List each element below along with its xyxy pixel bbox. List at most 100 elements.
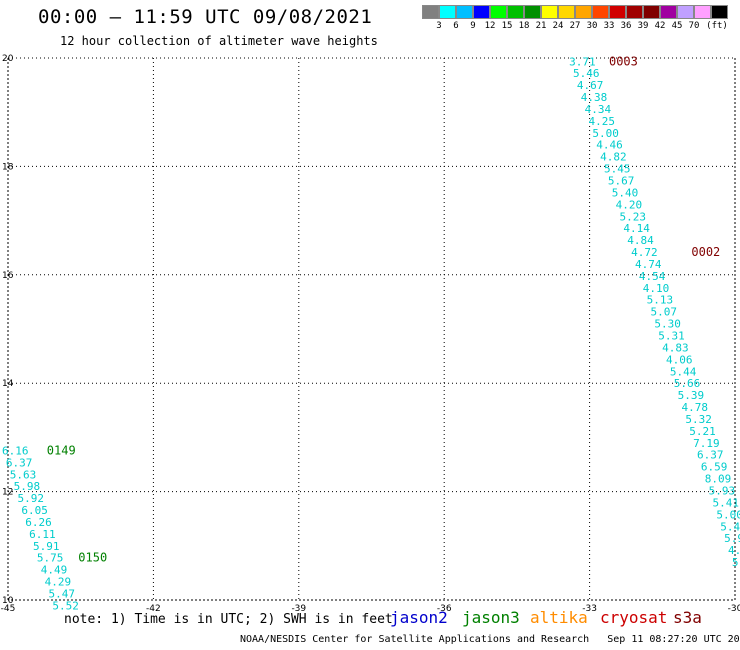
scale-label: 9	[470, 21, 476, 31]
wave-height-label: 5.63	[10, 468, 37, 481]
wave-height-label: 5.21	[689, 425, 716, 438]
scale-swatch	[541, 5, 558, 19]
scale-label: 3	[436, 21, 442, 31]
wave-height-label: 5.66	[674, 377, 701, 390]
scale-label: 24	[552, 21, 564, 31]
scale-swatch	[507, 5, 524, 19]
wave-height-label: 6.37	[697, 449, 724, 462]
scale-swatch	[558, 5, 575, 19]
wave-height-label: 4.14	[623, 222, 650, 235]
scale-label: 18	[518, 21, 530, 31]
wave-height-label: 5.23	[619, 210, 646, 223]
wave-height-label: 4.74	[635, 258, 662, 271]
legend-item-jason2: jason2	[390, 608, 448, 627]
y-tick-label: 12	[2, 488, 13, 498]
wave-height-label: 7.19	[693, 437, 720, 450]
scale-swatch	[439, 5, 456, 19]
wave-height-label: 4.84	[627, 234, 654, 247]
wave-height-label: 5.00	[592, 127, 619, 140]
wave-height-label: 5.52	[52, 599, 79, 612]
scale-swatch	[694, 5, 711, 19]
track-time-label: 0003	[609, 54, 638, 68]
wave-height-label: 4.72	[631, 246, 658, 259]
scale-label: 21	[535, 21, 547, 31]
wave-height-label: 5.07	[651, 306, 678, 319]
scale-swatch	[473, 5, 490, 19]
scale-label: 45	[671, 21, 683, 31]
wave-height-label: 5.93	[709, 485, 736, 498]
track-time-label: 0002	[691, 245, 720, 259]
wave-height-label: 5.45	[604, 163, 631, 176]
x-tick-label: -33	[582, 604, 597, 614]
scale-label: 6	[453, 21, 459, 31]
wave-height-label: 6.11	[29, 528, 56, 541]
scale-swatch	[626, 5, 643, 19]
wave-height-label: 5.46	[573, 67, 600, 80]
y-tick-label: 10	[2, 596, 14, 606]
scale-label: 12	[484, 21, 496, 31]
legend-item-s3a: s3a	[673, 608, 702, 627]
x-tick-label: -42	[146, 604, 161, 614]
wave-height-label: 6.37	[6, 456, 33, 469]
wave-height-label: 4.34	[585, 103, 612, 116]
wave-height-label: 6.59	[701, 461, 728, 474]
track-time-label: 0150	[78, 551, 107, 565]
y-tick-label: 14	[2, 379, 14, 389]
wave-height-label: 5.44	[670, 365, 697, 378]
wave-height-label: 5.30	[654, 318, 681, 331]
wave-height-label: 5.41	[720, 520, 740, 533]
wave-height-label: 5.95	[724, 532, 740, 545]
wave-height-label: 5.75	[37, 552, 64, 565]
wave-height-label: 5.38	[732, 556, 740, 569]
color-scale-bar	[422, 5, 728, 19]
wave-height-label: 8.09	[705, 473, 732, 486]
wave-height-label: 4.83	[662, 341, 689, 354]
scale-swatch	[592, 5, 609, 19]
track-time-label: 0149	[47, 443, 76, 457]
wave-height-label: 4.10	[643, 282, 670, 295]
wave-height-label: 5.13	[647, 294, 674, 307]
x-tick-label: -36	[437, 604, 452, 614]
wave-height-label: 5.98	[14, 480, 41, 493]
color-scale-labels: 3 6 9 12 15 18 21 24 27 30 33 36 39 42 45 70 (ft)	[422, 21, 732, 33]
wave-height-label: 5.39	[678, 389, 705, 402]
wave-height-label: 4.54	[639, 270, 666, 283]
scale-swatch	[711, 5, 728, 19]
scale-label: 27	[569, 21, 581, 31]
x-tick-label: -45	[1, 604, 16, 614]
scale-swatch	[660, 5, 677, 19]
legend-item-jason3: jason3	[462, 608, 520, 627]
scale-swatch	[609, 5, 626, 19]
wave-height-label: 5.92	[18, 492, 45, 505]
wave-height-label: 5.91	[33, 540, 60, 553]
scale-label: 15	[501, 21, 513, 31]
scale-swatch	[490, 5, 507, 19]
wave-height-label: 4.78	[682, 401, 709, 414]
wave-height-label: 5.41	[713, 496, 740, 509]
wave-height-label: 6.26	[25, 516, 52, 529]
wave-height-label: 6.16	[2, 444, 29, 457]
wave-height-label: 3.71	[569, 55, 596, 68]
scale-label: 42	[654, 21, 666, 31]
wave-height-label: 4.20	[616, 198, 643, 211]
scale-swatch	[643, 5, 660, 19]
wave-height-label: 5.32	[685, 413, 712, 426]
wave-height-label: 4.38	[581, 91, 608, 104]
wave-height-label: 6.05	[21, 504, 48, 517]
wave-height-label: 4.82	[600, 151, 627, 164]
scale-label: 36	[620, 21, 632, 31]
wave-height-label: 4.89	[728, 544, 740, 557]
wave-height-label: 5.40	[612, 186, 639, 199]
wave-height-label: 5.67	[608, 174, 635, 187]
wave-height-label: 4.67	[577, 79, 604, 92]
wave-height-label: 4.06	[666, 353, 693, 366]
wave-height-label: 4.25	[588, 115, 615, 128]
x-tick-label: -30	[728, 604, 740, 614]
scale-swatch	[677, 5, 694, 19]
footer-note: note: 1) Time is in UTC; 2) SWH is in fe…	[64, 612, 393, 627]
scale-label: (ft)	[706, 21, 728, 31]
scale-label: 33	[603, 21, 615, 31]
scale-label: 30	[586, 21, 598, 31]
footer-credit: NOAA/NESDIS Center for Satellite Applica…	[240, 634, 740, 645]
